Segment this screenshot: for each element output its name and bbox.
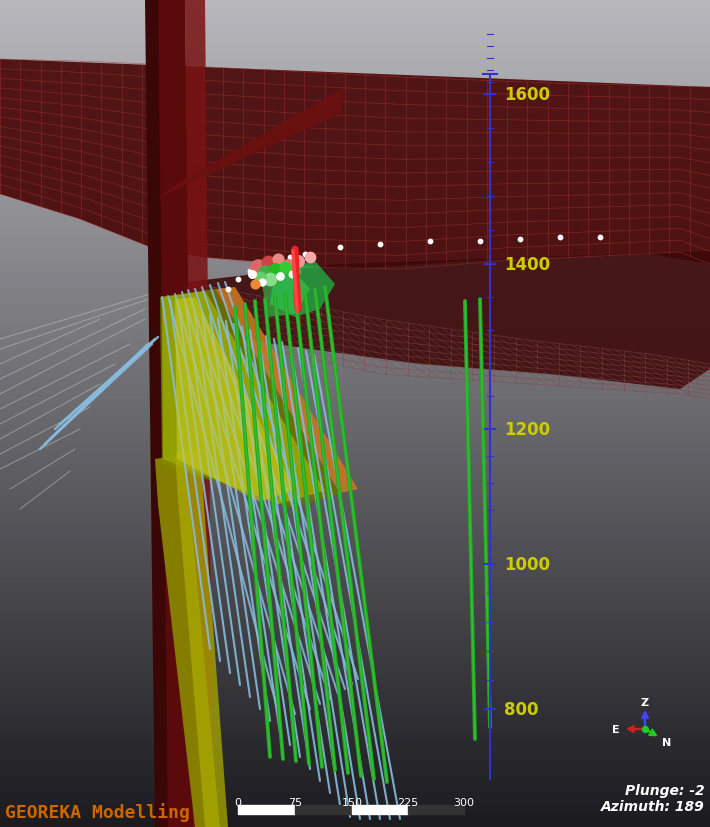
Point bbox=[232, 273, 244, 286]
Bar bbox=[408, 805, 464, 814]
Point bbox=[555, 231, 566, 244]
Text: 75: 75 bbox=[288, 797, 302, 807]
Point bbox=[284, 251, 295, 265]
Polygon shape bbox=[145, 0, 168, 827]
Point bbox=[222, 283, 234, 296]
Point bbox=[289, 265, 300, 279]
Text: GEOREKA Modelling: GEOREKA Modelling bbox=[5, 802, 190, 821]
Point bbox=[249, 278, 261, 291]
Point bbox=[293, 255, 304, 268]
Point bbox=[254, 271, 266, 284]
Point bbox=[279, 261, 290, 275]
Point bbox=[246, 268, 258, 281]
Point bbox=[259, 266, 271, 280]
Polygon shape bbox=[160, 289, 340, 508]
Point bbox=[300, 248, 311, 261]
Text: Z: Z bbox=[641, 697, 649, 707]
Polygon shape bbox=[260, 268, 310, 318]
Polygon shape bbox=[175, 298, 295, 502]
Point bbox=[286, 268, 297, 281]
Text: Plunge: -2: Plunge: -2 bbox=[626, 783, 705, 797]
Bar bbox=[352, 805, 408, 814]
Text: 150: 150 bbox=[342, 797, 363, 807]
Point bbox=[334, 241, 346, 255]
Polygon shape bbox=[155, 0, 195, 827]
Text: N: N bbox=[662, 737, 671, 747]
Point bbox=[594, 231, 606, 244]
Point bbox=[252, 261, 263, 275]
Polygon shape bbox=[175, 452, 228, 827]
Text: 1400: 1400 bbox=[504, 256, 550, 274]
Point bbox=[273, 253, 284, 266]
Text: E: E bbox=[612, 724, 620, 734]
Text: 0: 0 bbox=[234, 797, 241, 807]
Bar bbox=[238, 805, 295, 814]
Text: Azimuth: 189: Azimuth: 189 bbox=[601, 799, 705, 813]
Polygon shape bbox=[155, 455, 220, 827]
Point bbox=[305, 251, 316, 265]
Point bbox=[256, 261, 268, 275]
Point bbox=[269, 255, 280, 268]
Point bbox=[274, 270, 285, 284]
Text: 800: 800 bbox=[504, 700, 538, 718]
Bar bbox=[295, 805, 352, 814]
Point bbox=[474, 235, 486, 248]
Point bbox=[264, 273, 275, 286]
Text: 1600: 1600 bbox=[504, 86, 550, 104]
Text: 225: 225 bbox=[398, 797, 419, 807]
Polygon shape bbox=[162, 292, 325, 504]
Point bbox=[425, 235, 436, 248]
Polygon shape bbox=[170, 251, 710, 390]
Point bbox=[256, 276, 268, 289]
Point bbox=[639, 723, 650, 736]
Polygon shape bbox=[270, 261, 335, 318]
Polygon shape bbox=[0, 60, 710, 270]
Text: 1000: 1000 bbox=[504, 555, 550, 573]
Polygon shape bbox=[155, 88, 345, 200]
Point bbox=[374, 238, 386, 251]
Polygon shape bbox=[215, 288, 358, 494]
Point bbox=[283, 258, 294, 271]
Text: 300: 300 bbox=[454, 797, 474, 807]
Point bbox=[269, 263, 280, 276]
Point bbox=[514, 233, 525, 246]
Point bbox=[262, 256, 273, 270]
Point bbox=[244, 265, 256, 279]
Polygon shape bbox=[185, 0, 213, 827]
Text: 1200: 1200 bbox=[504, 420, 550, 438]
